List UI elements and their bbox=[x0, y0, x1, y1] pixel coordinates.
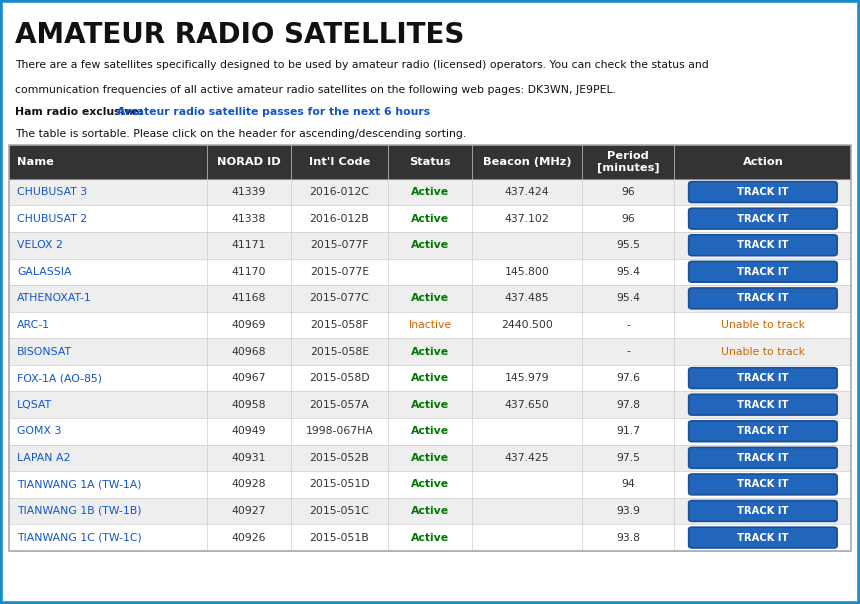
Text: TRACK IT: TRACK IT bbox=[737, 267, 789, 277]
Text: Unable to track: Unable to track bbox=[721, 320, 805, 330]
FancyBboxPatch shape bbox=[9, 232, 851, 259]
Text: 40931: 40931 bbox=[231, 453, 266, 463]
Text: Int'l Code: Int'l Code bbox=[309, 157, 370, 167]
FancyBboxPatch shape bbox=[9, 391, 851, 418]
Text: Amateur radio satellite passes for the next 6 hours: Amateur radio satellite passes for the n… bbox=[117, 107, 430, 117]
Text: TRACK IT: TRACK IT bbox=[737, 373, 789, 383]
Text: Status: Status bbox=[409, 157, 451, 167]
Text: 2015-058E: 2015-058E bbox=[310, 347, 369, 356]
Text: Active: Active bbox=[411, 426, 449, 436]
Text: 437.424: 437.424 bbox=[505, 187, 550, 197]
Text: ATHENOXAT-1: ATHENOXAT-1 bbox=[17, 294, 92, 303]
Text: 145.800: 145.800 bbox=[505, 267, 550, 277]
Text: TRACK IT: TRACK IT bbox=[737, 453, 789, 463]
Text: Active: Active bbox=[411, 294, 449, 303]
FancyBboxPatch shape bbox=[689, 527, 837, 548]
Text: Beacon (MHz): Beacon (MHz) bbox=[482, 157, 571, 167]
Text: 2015-058F: 2015-058F bbox=[310, 320, 369, 330]
FancyBboxPatch shape bbox=[9, 445, 851, 471]
FancyBboxPatch shape bbox=[689, 262, 837, 282]
Text: Active: Active bbox=[411, 373, 449, 383]
Text: 437.485: 437.485 bbox=[505, 294, 550, 303]
FancyBboxPatch shape bbox=[9, 145, 851, 179]
Text: Period
[minutes]: Period [minutes] bbox=[597, 151, 660, 173]
Text: Active: Active bbox=[411, 533, 449, 542]
Text: 2015-077C: 2015-077C bbox=[310, 294, 369, 303]
Text: Unable to track: Unable to track bbox=[721, 347, 805, 356]
Text: TRACK IT: TRACK IT bbox=[737, 400, 789, 410]
Text: 2015-077E: 2015-077E bbox=[310, 267, 369, 277]
FancyBboxPatch shape bbox=[9, 338, 851, 365]
FancyBboxPatch shape bbox=[9, 524, 851, 551]
Text: 40926: 40926 bbox=[231, 533, 266, 542]
Text: 91.7: 91.7 bbox=[616, 426, 640, 436]
Text: 2015-051D: 2015-051D bbox=[309, 480, 370, 489]
FancyBboxPatch shape bbox=[689, 394, 837, 415]
FancyBboxPatch shape bbox=[689, 288, 837, 309]
Text: 95.4: 95.4 bbox=[616, 294, 640, 303]
Text: -: - bbox=[626, 320, 630, 330]
Text: 94: 94 bbox=[621, 480, 635, 489]
Text: TIANWANG 1C (TW-1C): TIANWANG 1C (TW-1C) bbox=[17, 533, 142, 542]
FancyBboxPatch shape bbox=[9, 179, 851, 205]
Text: TRACK IT: TRACK IT bbox=[737, 187, 789, 197]
Text: communication frequencies of all active amateur radio satellites on the followin: communication frequencies of all active … bbox=[15, 85, 617, 95]
Text: 40967: 40967 bbox=[231, 373, 266, 383]
Text: TRACK IT: TRACK IT bbox=[737, 533, 789, 542]
Text: TIANWANG 1B (TW-1B): TIANWANG 1B (TW-1B) bbox=[17, 506, 142, 516]
Text: Active: Active bbox=[411, 400, 449, 410]
Text: NORAD ID: NORAD ID bbox=[217, 157, 280, 167]
Text: 437.425: 437.425 bbox=[505, 453, 550, 463]
Text: 40968: 40968 bbox=[231, 347, 266, 356]
FancyBboxPatch shape bbox=[9, 365, 851, 391]
Text: 96: 96 bbox=[621, 187, 635, 197]
Text: 97.6: 97.6 bbox=[616, 373, 640, 383]
Text: 40969: 40969 bbox=[231, 320, 266, 330]
Text: 97.5: 97.5 bbox=[616, 453, 640, 463]
Text: 40928: 40928 bbox=[231, 480, 266, 489]
Text: 41339: 41339 bbox=[231, 187, 266, 197]
Text: Active: Active bbox=[411, 240, 449, 250]
Text: TRACK IT: TRACK IT bbox=[737, 240, 789, 250]
Text: 40927: 40927 bbox=[231, 506, 266, 516]
FancyBboxPatch shape bbox=[689, 501, 837, 521]
FancyBboxPatch shape bbox=[9, 285, 851, 312]
FancyBboxPatch shape bbox=[689, 421, 837, 442]
Text: 437.102: 437.102 bbox=[505, 214, 550, 223]
Text: There are a few satellites specifically designed to be used by amateur radio (li: There are a few satellites specifically … bbox=[15, 60, 710, 71]
Text: Active: Active bbox=[411, 453, 449, 463]
Text: 41338: 41338 bbox=[231, 214, 266, 223]
Text: VELOX 2: VELOX 2 bbox=[17, 240, 63, 250]
Text: 1998-067HA: 1998-067HA bbox=[305, 426, 373, 436]
Text: 2016-012B: 2016-012B bbox=[310, 214, 369, 223]
FancyBboxPatch shape bbox=[689, 182, 837, 202]
FancyBboxPatch shape bbox=[9, 312, 851, 338]
Text: BISONSAT: BISONSAT bbox=[17, 347, 72, 356]
Text: Active: Active bbox=[411, 347, 449, 356]
FancyBboxPatch shape bbox=[689, 235, 837, 255]
Text: GOMX 3: GOMX 3 bbox=[17, 426, 62, 436]
Text: 93.8: 93.8 bbox=[616, 533, 640, 542]
Text: 2440.500: 2440.500 bbox=[501, 320, 553, 330]
Text: 2016-012C: 2016-012C bbox=[310, 187, 369, 197]
Text: TRACK IT: TRACK IT bbox=[737, 506, 789, 516]
Text: GALASSIA: GALASSIA bbox=[17, 267, 71, 277]
Text: 41171: 41171 bbox=[231, 240, 266, 250]
Text: 97.8: 97.8 bbox=[616, 400, 640, 410]
Text: ARC-1: ARC-1 bbox=[17, 320, 50, 330]
Text: 2015-077F: 2015-077F bbox=[310, 240, 369, 250]
Text: The table is sortable. Please click on the header for ascending/descending sorti: The table is sortable. Please click on t… bbox=[15, 129, 467, 140]
FancyBboxPatch shape bbox=[689, 208, 837, 229]
Text: Active: Active bbox=[411, 480, 449, 489]
Text: TIANWANG 1A (TW-1A): TIANWANG 1A (TW-1A) bbox=[17, 480, 142, 489]
FancyBboxPatch shape bbox=[9, 418, 851, 445]
Text: CHUBUSAT 3: CHUBUSAT 3 bbox=[17, 187, 88, 197]
FancyBboxPatch shape bbox=[9, 498, 851, 524]
Text: -: - bbox=[626, 347, 630, 356]
Text: 40958: 40958 bbox=[231, 400, 266, 410]
Text: AMATEUR RADIO SATELLITES: AMATEUR RADIO SATELLITES bbox=[15, 21, 465, 49]
Text: TRACK IT: TRACK IT bbox=[737, 480, 789, 489]
Text: 41168: 41168 bbox=[231, 294, 266, 303]
FancyBboxPatch shape bbox=[689, 474, 837, 495]
